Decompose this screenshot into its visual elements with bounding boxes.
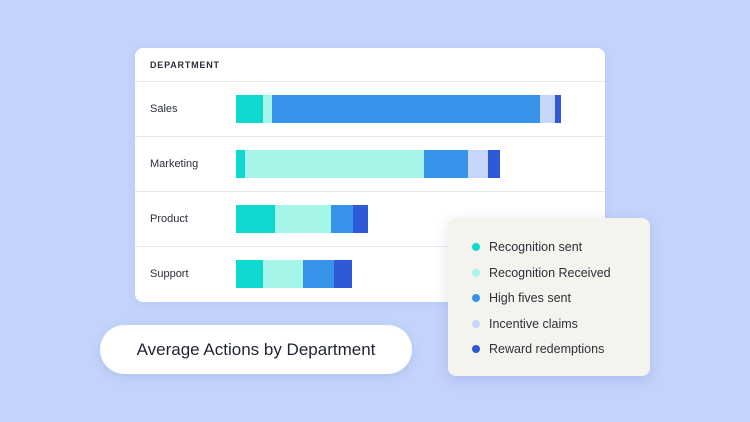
bar-segment-high-fives-sent [331, 205, 353, 233]
chart-title: Average Actions by Department [100, 325, 412, 374]
legend-item: High fives sent [448, 290, 650, 316]
bar-segment-reward-redemptions [334, 260, 352, 288]
legend-items: Recognition sent Recognition Received High… [448, 239, 650, 367]
legend-item: Incentive claims [448, 316, 650, 342]
bar-segment-recognition-received [263, 260, 303, 288]
legend-dot-icon [472, 268, 480, 277]
stacked-bar [236, 205, 580, 233]
stacked-bar [236, 260, 580, 288]
legend-dot-icon [472, 319, 480, 328]
bar-segment-recognition-received [275, 205, 331, 233]
legend-label: Recognition sent [489, 240, 583, 254]
legend-label: Recognition Received [489, 265, 611, 280]
bar-segment-reward-redemptions [353, 205, 368, 233]
bar-segment-high-fives-sent [272, 95, 540, 123]
chart-row-marketing: Marketing [135, 137, 605, 192]
chart-row-support: Support [135, 247, 605, 302]
bar-segment-recognition-sent [236, 205, 275, 233]
chart-rows: Sales Marketing Product Support [135, 82, 605, 302]
category-label: Support [150, 268, 189, 280]
category-label: Marketing [150, 158, 199, 170]
bar-segment-high-fives-sent [303, 260, 334, 288]
bar-segment-reward-redemptions [555, 95, 561, 123]
bar-segment-recognition-received [245, 150, 424, 178]
legend-dot-icon [472, 345, 480, 353]
legend-item: Recognition Received [448, 265, 650, 291]
department-column-header: DEPARTMENT [135, 48, 605, 82]
legend-item: Reward redemptions [448, 341, 650, 367]
legend-dot-icon [472, 243, 480, 251]
bar-segment-recognition-sent [236, 150, 245, 178]
legend-label: Incentive claims [489, 316, 578, 331]
legend-label: High fives sent [489, 291, 571, 305]
bar-segment-recognition-sent [236, 260, 263, 288]
legend: Recognition sent Recognition Received High… [448, 218, 650, 376]
chart-row-sales: Sales [135, 82, 605, 137]
stacked-bar [236, 150, 580, 178]
bar-segment-reward-redemptions [488, 150, 500, 178]
bar-segment-incentive-claims [468, 150, 488, 178]
bar-segment-incentive-claims [540, 95, 555, 123]
bar-segment-recognition-received [263, 95, 272, 123]
category-label: Product [150, 213, 188, 225]
chart-row-product: Product [135, 192, 605, 247]
legend-label: Reward redemptions [489, 342, 605, 356]
stacked-bar [236, 95, 580, 123]
category-label: Sales [150, 103, 178, 115]
bar-segment-high-fives-sent [424, 150, 468, 178]
legend-dot-icon [472, 294, 480, 302]
chart-card: DEPARTMENT Sales Marketing Product Support [135, 48, 605, 302]
bar-segment-recognition-sent [236, 95, 263, 123]
legend-item: Recognition sent [448, 239, 650, 265]
